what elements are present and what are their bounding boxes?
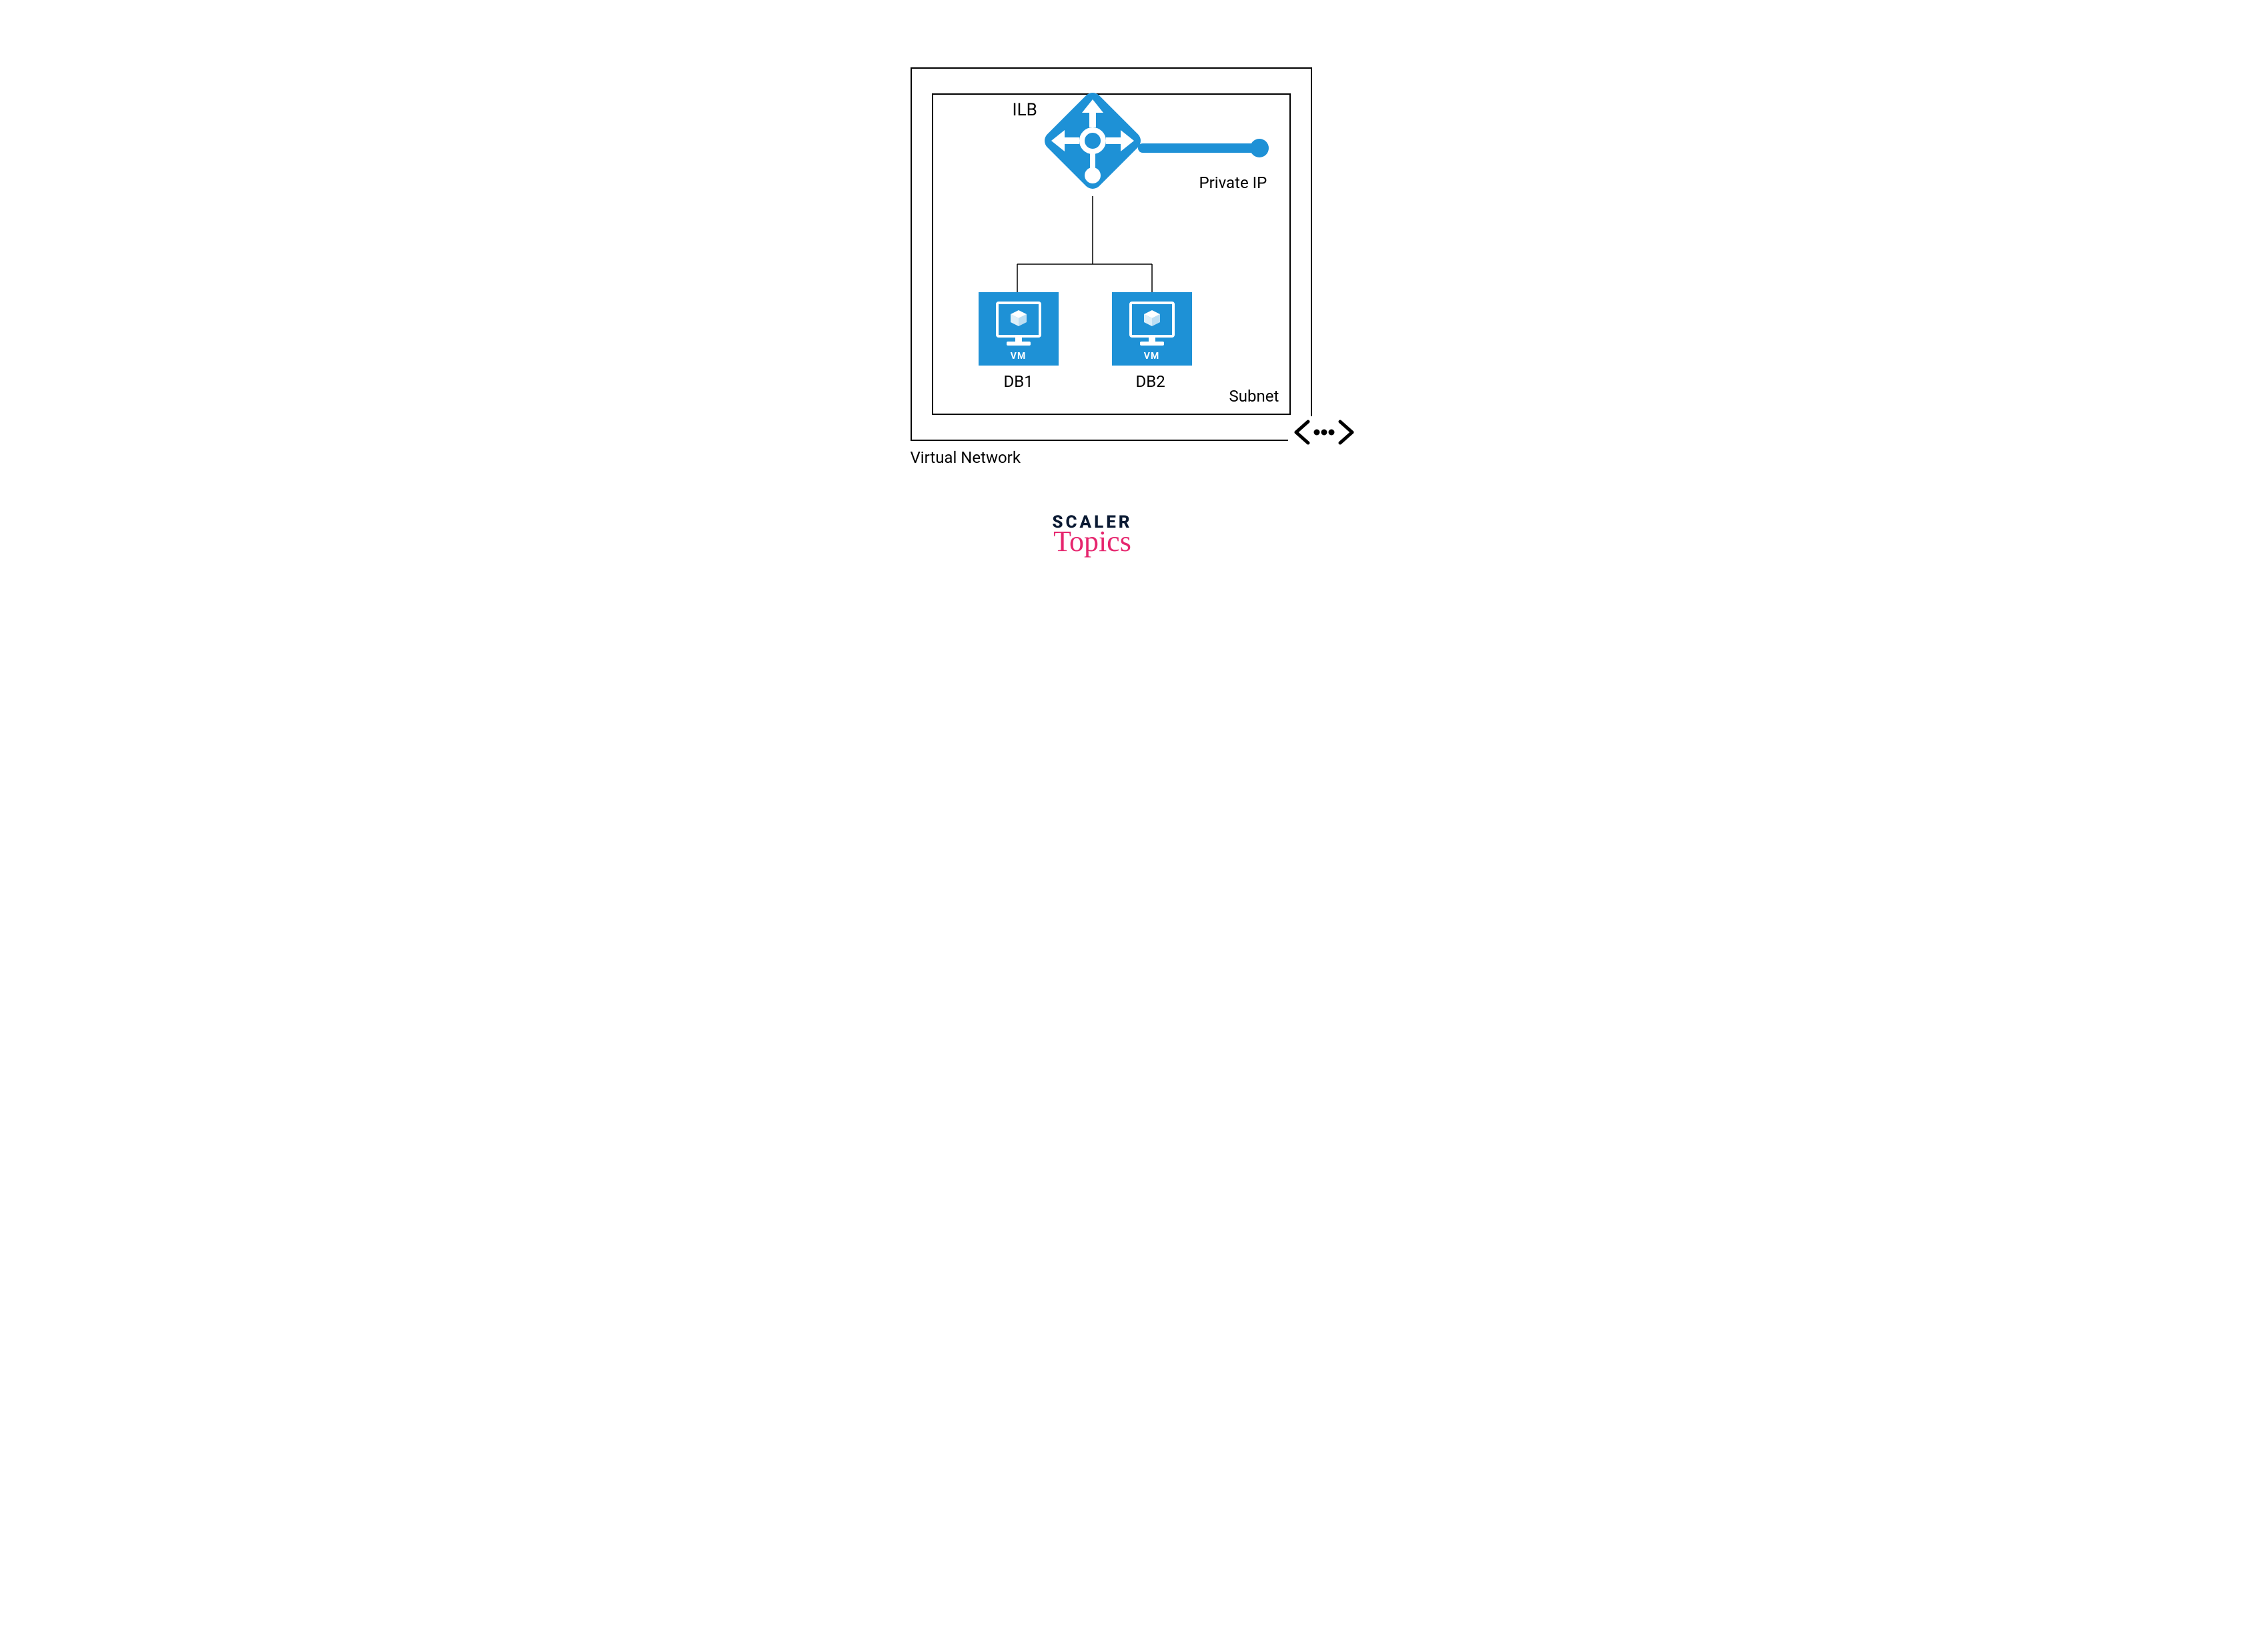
- vm-db2-tile: VM: [1112, 292, 1192, 366]
- cube-icon: [1143, 310, 1161, 327]
- vm-db1-tile: VM: [979, 292, 1059, 366]
- monitor-stand-icon: [1149, 335, 1155, 342]
- ilb-label: ILB: [1013, 100, 1037, 120]
- db2-label: DB2: [1136, 372, 1165, 391]
- diagram-canvas: ILB Private IP VM VM DB1 DB2 Subnet Virt…: [709, 0, 1560, 609]
- db1-label: DB1: [1004, 372, 1033, 391]
- logo-bottom-text: Topics: [1052, 528, 1132, 555]
- subnet-label: Subnet: [1229, 387, 1279, 406]
- monitor-base-icon: [1140, 342, 1164, 346]
- monitor-stand-icon: [1015, 335, 1022, 342]
- cube-icon: [1010, 310, 1027, 327]
- scaler-topics-logo: SCALER Topics: [1052, 514, 1132, 555]
- subnet-box: [932, 93, 1291, 415]
- monitor-base-icon: [1007, 342, 1031, 346]
- vm-tile-text: VM: [1112, 351, 1192, 362]
- virtual-network-label: Virtual Network: [911, 448, 1021, 467]
- private-ip-label: Private IP: [1199, 173, 1267, 192]
- vm-tile-text: VM: [979, 351, 1059, 362]
